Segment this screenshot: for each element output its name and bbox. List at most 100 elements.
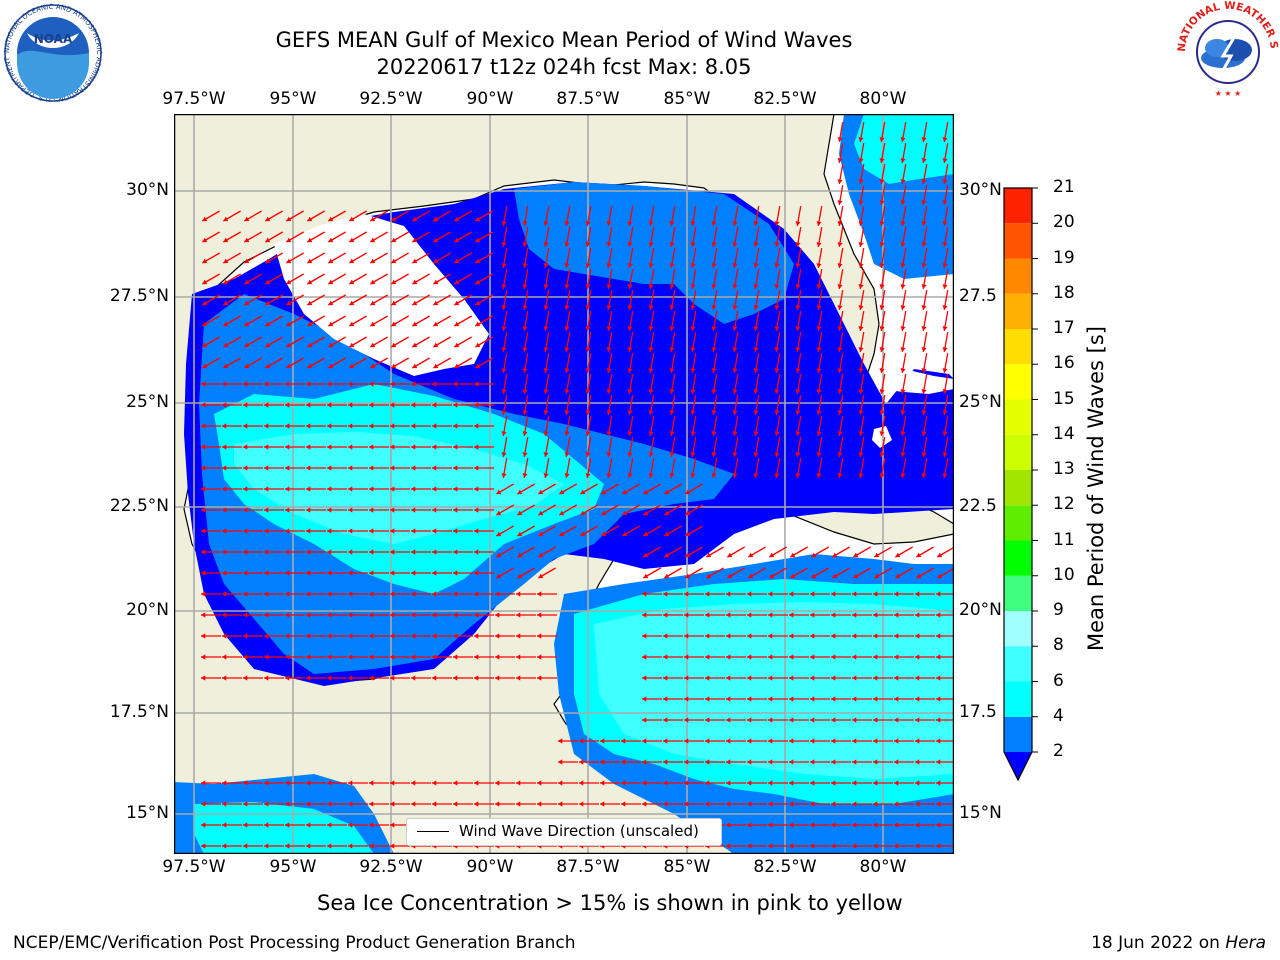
direction-arrow: [873, 654, 893, 660]
direction-arrow: [753, 416, 760, 436]
direction-arrow: [516, 780, 536, 786]
direction-arrow: [627, 248, 634, 268]
direction-arrow: [222, 822, 242, 828]
direction-arrow: [606, 374, 613, 394]
direction-arrow: [879, 269, 886, 289]
direction-arrow: [369, 843, 389, 849]
direction-arrow: [648, 332, 655, 352]
direction-arrow: [201, 675, 221, 681]
direction-arrow: [265, 273, 283, 285]
map-legend: Wind Wave Direction (unscaled): [406, 818, 722, 846]
direction-arrow: [307, 294, 325, 306]
lat-label-right: 17.5: [959, 702, 997, 722]
direction-arrow: [579, 759, 599, 765]
direction-arrow: [726, 612, 746, 618]
direction-arrow: [837, 353, 844, 373]
direction-arrow: [201, 465, 221, 471]
direction-arrow: [663, 612, 683, 618]
direction-arrow: [517, 483, 535, 495]
direction-arrow: [915, 801, 935, 807]
direction-arrow: [879, 290, 886, 310]
direction-arrow: [543, 395, 550, 415]
direction-arrow: [522, 395, 529, 415]
direction-arrow: [558, 738, 578, 744]
direction-arrow: [711, 374, 718, 394]
wind-wave-direction-arrows: [201, 122, 954, 849]
direction-arrow: [286, 273, 304, 285]
direction-arrow: [684, 654, 704, 660]
direction-arrow: [348, 486, 368, 492]
colorbar-tick-label: 17: [1053, 318, 1075, 338]
direction-arrow: [627, 458, 634, 478]
direction-arrow: [453, 444, 473, 450]
direction-arrow: [564, 374, 571, 394]
direction-arrow: [642, 801, 662, 807]
direction-arrow: [936, 591, 954, 597]
direction-arrow: [921, 206, 928, 226]
direction-arrow: [286, 252, 304, 264]
direction-arrow: [727, 546, 745, 558]
direction-arrow: [690, 458, 697, 478]
direction-arrow: [747, 843, 767, 849]
direction-arrow: [348, 444, 368, 450]
direction-arrow: [774, 248, 781, 268]
direction-arrow: [348, 654, 368, 660]
direction-arrow: [705, 780, 725, 786]
direction-arrow: [285, 591, 305, 597]
direction-arrow: [348, 381, 368, 387]
direction-arrow: [858, 395, 865, 415]
direction-arrow: [306, 444, 326, 450]
direction-arrow: [879, 311, 886, 331]
direction-arrow: [685, 546, 703, 558]
direction-arrow: [858, 416, 865, 436]
direction-arrow: [690, 206, 697, 226]
direction-arrow: [432, 549, 452, 555]
direction-arrow: [873, 675, 893, 681]
direction-arrow: [753, 353, 760, 373]
direction-arrow: [327, 843, 347, 849]
direction-arrow: [831, 759, 851, 765]
direction-arrow: [306, 801, 326, 807]
direction-arrow: [223, 231, 241, 243]
direction-arrow: [306, 822, 326, 828]
direction-arrow: [522, 458, 529, 478]
direction-arrow: [795, 353, 802, 373]
direction-arrow: [643, 483, 661, 495]
direction-arrow: [747, 633, 767, 639]
direction-arrow: [811, 567, 829, 579]
direction-arrow: [453, 381, 473, 387]
direction-arrow: [753, 248, 760, 268]
colorbar-segment: [1004, 470, 1032, 506]
direction-arrow: [265, 210, 283, 222]
direction-arrow: [201, 570, 221, 576]
direction-arrow: [543, 353, 550, 373]
direction-arrow: [243, 381, 263, 387]
colorbar-segment: [1004, 540, 1032, 576]
direction-arrow: [601, 504, 619, 516]
direction-arrow: [774, 416, 781, 436]
direction-arrow: [264, 654, 284, 660]
direction-arrow: [837, 269, 844, 289]
direction-arrow: [543, 206, 550, 226]
direction-arrow: [475, 273, 493, 285]
direction-arrow: [879, 374, 886, 394]
direction-arrow: [327, 591, 347, 597]
direction-arrow: [774, 269, 781, 289]
direction-arrow: [306, 423, 326, 429]
direction-arrow: [412, 357, 430, 369]
direction-arrow: [475, 231, 493, 243]
direction-arrow: [474, 381, 494, 387]
direction-arrow: [222, 570, 242, 576]
direction-arrow: [537, 591, 557, 597]
direction-arrow: [306, 549, 326, 555]
direction-arrow: [348, 528, 368, 534]
colorbar-segment: [1004, 434, 1032, 470]
lon-label-top: 87.5°W: [556, 89, 620, 109]
colorbar-segment: [1004, 716, 1032, 752]
direction-arrow: [285, 402, 305, 408]
direction-arrow: [522, 416, 529, 436]
direction-arrow: [307, 357, 325, 369]
direction-arrow: [916, 546, 934, 558]
direction-arrow: [585, 437, 592, 457]
direction-arrow: [663, 696, 683, 702]
